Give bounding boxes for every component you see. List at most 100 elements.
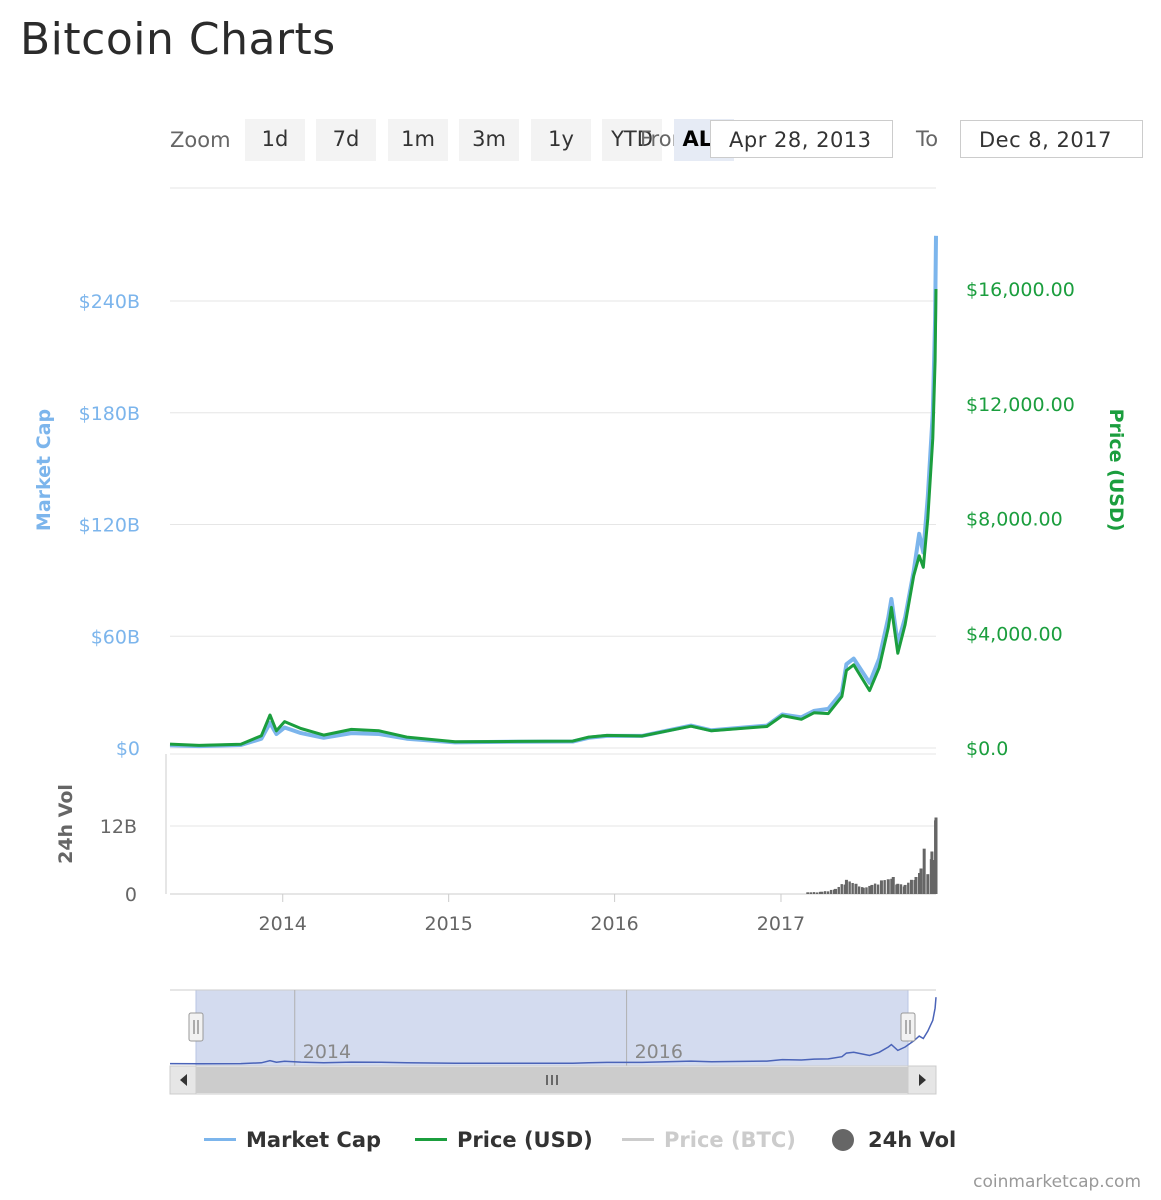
navigator-series-line [169,997,937,1065]
volume-bar [806,892,810,894]
volume-bar [914,877,918,894]
volume-bar [922,848,926,894]
to-date-input[interactable]: Dec 8, 2017 [960,120,1143,158]
navigator: 2014 2016 [169,989,937,1095]
volume-bar [917,873,921,894]
zoom-3m-button[interactable]: 3m [459,119,519,161]
volume-bar [848,881,851,894]
volume-bar [907,882,910,894]
credits-link[interactable]: coinmarketcap.com [973,1172,1141,1192]
scroll-right-arrow-icon [919,1074,926,1086]
from-date-input[interactable]: Apr 28, 2013 [710,120,893,158]
axes: $0 $60B $120B $180B $240B $0.0 $4,000.00 $8,000… [33,279,1127,935]
legend-label: Market Cap [246,1128,382,1152]
volume-bars [806,817,938,894]
x-tick-label: 2016 [590,913,638,935]
price-usd-swatch [415,1138,447,1141]
market-cap-tick-label: $120B [79,515,140,537]
volume-bar [926,874,930,894]
price-usd-line [169,288,938,747]
volume-tick-label: 12B [100,816,137,838]
volume-dot-icon [832,1129,854,1151]
volume-bar [886,879,890,894]
volume-bar [826,891,830,894]
volume-bar [891,877,895,894]
volume-bar [876,884,880,894]
navigator-tick-label: 2016 [635,1041,683,1063]
market-cap-tick-label: $180B [79,403,140,425]
volume-bar [873,883,877,894]
zoom-1m-button[interactable]: 1m [388,119,448,161]
volume-bar [870,884,874,894]
volume-bar [934,817,938,894]
price-tick-label: $12,000.00 [966,394,1075,416]
zoom-7d-button[interactable]: 7d [316,119,376,161]
x-tick-label: 2015 [424,913,472,935]
volume-bar [883,880,886,894]
navigator-right-handle[interactable] [900,1012,916,1042]
price-btc-swatch [622,1138,654,1141]
zoom-1y-button[interactable]: 1y [531,119,591,161]
volume-bar [895,884,898,894]
volume-bar [820,891,824,894]
volume-bar [899,884,903,894]
volume-bar [834,888,838,894]
legend-label: Price (BTC) [664,1128,796,1152]
volume-bar [909,879,913,894]
series-lines [169,235,938,749]
volume-bar [829,889,833,894]
price-axis-title: Price (USD) [1105,409,1127,532]
volume-axis-title: 24h Vol [55,784,77,864]
handle-body [900,1012,916,1042]
volume-bar [879,880,883,894]
volume-bar [844,879,848,894]
market-cap-line [169,235,938,749]
market-cap-axis-title: Market Cap [33,409,55,531]
navigator-selection [195,989,909,1067]
volume-bar [865,887,868,894]
price-tick-label: $0.0 [966,738,1008,760]
volume-bar [843,884,846,894]
legend-label: Price (USD) [457,1128,593,1152]
navigator-left-handle[interactable] [188,1012,204,1042]
volume-bar [902,886,906,894]
volume-bar [832,889,836,894]
handle-body [188,1012,204,1042]
legend-label: 24h Vol [868,1128,957,1152]
volume-bar [823,891,827,894]
volume-bar [913,879,916,894]
volume-bar [890,878,893,894]
volume-bar [857,886,861,894]
volume-bar [837,886,840,894]
market-cap-tick-label: $240B [79,291,140,313]
market-cap-swatch [204,1138,236,1141]
price-tick-label: $16,000.00 [966,279,1075,301]
volume-bar [860,887,864,894]
price-tick-label: $8,000.00 [966,509,1063,531]
volume-bar [929,859,933,894]
x-tick-label: 2017 [757,913,805,935]
price-tick-label: $4,000.00 [966,623,1063,645]
volume-bar [851,882,854,894]
x-tick-label: 2014 [259,913,307,935]
volume-bar [919,868,923,894]
grid-lines [165,187,936,895]
market-cap-tick-label: $60B [91,626,140,648]
volume-bar [818,891,822,894]
zoom-ytd-button[interactable]: YTD [602,119,662,161]
volume-bar [840,884,843,894]
scroll-left-arrow-icon [180,1074,187,1086]
navigator-tick-label: 2014 [303,1041,351,1063]
zoom-1d-button[interactable]: 1d [245,119,305,161]
navigator-scrollbar[interactable] [169,1065,937,1095]
volume-tick-label: 0 [125,884,137,906]
page-title: Bitcoin Charts [20,14,336,65]
to-label: To [916,127,939,151]
volume-bar [854,883,858,894]
volume-bar [896,883,900,894]
volume-bar [868,885,871,894]
volume-bar [812,892,816,894]
volume-bar [809,892,813,894]
volume-bar [815,892,819,894]
